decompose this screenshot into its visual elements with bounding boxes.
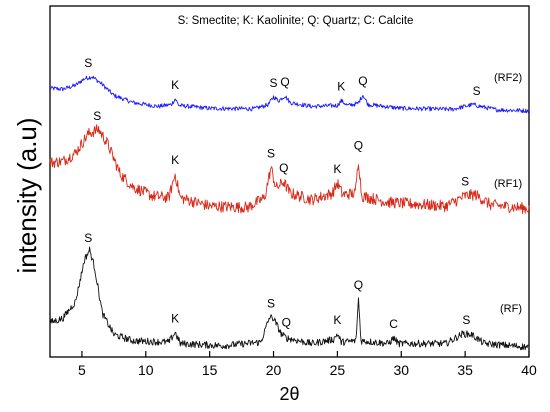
mineral-legend: S: Smectite; K: Kaolinite; Q: Quartz; C:…: [178, 15, 414, 27]
x-tick-label: 20: [266, 362, 282, 378]
peak-label: S: [267, 296, 275, 310]
x-axis-title: 2θ: [279, 384, 299, 404]
peak-label: K: [337, 80, 345, 94]
plot-frame: [49, 5, 530, 358]
series-line: [49, 124, 530, 215]
peak-label: Q: [279, 161, 288, 175]
peak-label: S: [461, 175, 469, 189]
peak-label: S: [270, 76, 278, 90]
peak-label: K: [333, 162, 341, 176]
x-tick-label: 15: [202, 362, 218, 378]
x-tick-label: 25: [330, 362, 346, 378]
series-label: (RF1): [494, 178, 522, 190]
series-line: [49, 246, 530, 351]
peak-label: S: [93, 109, 101, 123]
series-0: SK S Q K QS(RF2): [49, 56, 530, 114]
series-label: (RF2): [494, 72, 522, 84]
series-line: [49, 75, 530, 114]
peak-label: Q: [354, 138, 363, 152]
x-axis-ticks: 5 10 15 20 25 30 35 40: [78, 351, 537, 378]
y-axis-title: intensity (a.u): [12, 117, 42, 273]
peak-label: S: [267, 147, 275, 161]
peak-label: S: [84, 231, 92, 245]
series-1: SK SQ KQS (RF1): [49, 109, 530, 215]
peak-label: S: [462, 313, 470, 327]
peak-label: K: [171, 311, 179, 325]
peak-label: K: [333, 313, 341, 327]
peak-label: Q: [354, 278, 363, 292]
x-tick-label: 10: [138, 362, 154, 378]
peak-label: Q: [282, 315, 291, 329]
x-tick-label: 30: [393, 362, 409, 378]
peak-label: C: [389, 317, 398, 331]
peak-label: Q: [280, 75, 289, 89]
plot-border: [49, 5, 530, 358]
peak-label: K: [171, 153, 179, 167]
series-label: (RF): [500, 303, 522, 315]
x-tick-label: 40: [521, 362, 537, 378]
peak-label: Q: [358, 74, 367, 88]
peak-label: S: [84, 56, 92, 70]
peak-label: S: [473, 84, 481, 98]
peak-label: K: [171, 78, 179, 92]
x-tick-label: 35: [457, 362, 473, 378]
x-tick-label: 5: [78, 362, 86, 378]
